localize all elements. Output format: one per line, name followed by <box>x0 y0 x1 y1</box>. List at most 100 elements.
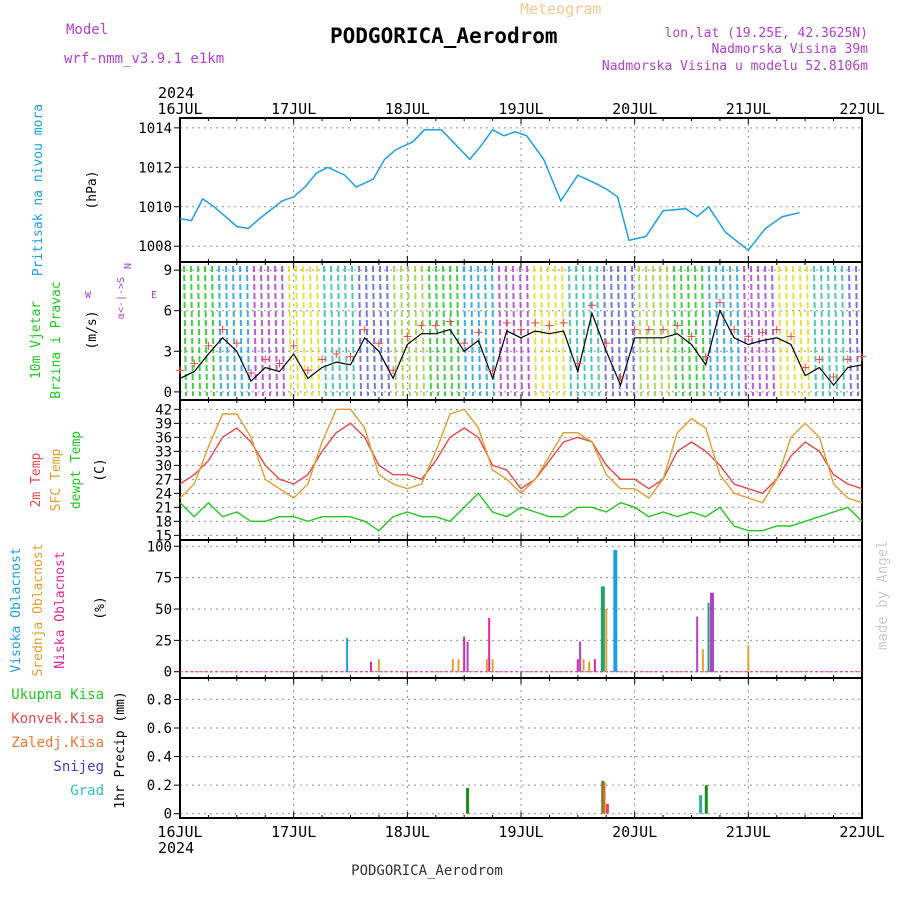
cloud-panel: 0 25 50 75 100 Visoka Oblacnost Srednja Oblacn… <box>9 539 863 681</box>
cloud-bar <box>485 659 488 672</box>
panels: 1008 1010 1012 1014 Pritisak na nivou mora (h… <box>9 104 866 823</box>
wind-barb <box>589 265 593 397</box>
wind-barb <box>484 265 488 397</box>
date-tick-label: 18JUL <box>385 100 430 118</box>
cloud-bar <box>709 592 714 672</box>
temp-sfc-line <box>179 408 863 504</box>
y-tick-label: 1012 <box>138 160 172 176</box>
cloud-bar <box>491 659 494 672</box>
y-tick-label: 15 <box>155 528 172 544</box>
wind-barb <box>764 265 768 397</box>
wind-barb <box>190 265 194 397</box>
date-labels-bottom: 16JUL 17JUL 18JUL 19JUL 20JUL 21JUL 22JUL <box>157 823 884 841</box>
date-tick-label: 19JUL <box>498 823 543 841</box>
wind-barb <box>638 265 642 397</box>
wind-barb <box>330 265 334 397</box>
wind-speed-line <box>179 309 863 387</box>
date-tick-label: 22JUL <box>839 100 884 118</box>
wind-barb <box>715 265 719 397</box>
y-tick-label: 0.6 <box>147 721 172 737</box>
wind-barb <box>701 265 705 397</box>
model-version: wrf-nmm_v3.9.1 e1km <box>64 51 224 67</box>
wind-barb <box>386 265 390 397</box>
meteogram-label: Meteogram <box>520 0 601 18</box>
year-top: 2024 <box>158 84 194 102</box>
cloud-bar <box>369 661 372 672</box>
wind-barb <box>855 265 859 397</box>
wind-barb <box>351 265 355 397</box>
wind-barb <box>512 265 516 397</box>
wind-barb <box>743 265 747 397</box>
wind-barb <box>239 265 243 397</box>
wind-barb <box>757 265 761 397</box>
precip-bar <box>704 785 708 814</box>
cloud-bar <box>588 661 591 672</box>
wind-axis-label-2: Brzina i Pravac <box>49 281 64 398</box>
pressure-panel: 1008 1010 1012 1014 Pritisak na nivou mora (h… <box>31 104 863 276</box>
wind-barb <box>323 265 327 397</box>
wind-barb <box>267 265 271 397</box>
wind-barb <box>645 265 649 397</box>
wind-barb <box>834 265 838 397</box>
wind-barb <box>771 265 775 397</box>
wind-barb <box>372 265 376 397</box>
y-tick-label: 0 <box>164 385 172 401</box>
cloud-bar <box>579 641 582 672</box>
wind-barb <box>554 265 558 397</box>
wind-barb <box>666 265 670 397</box>
wind-barb <box>344 265 348 397</box>
pressure-unit-label: (hPa) <box>85 170 100 209</box>
dewpt-line <box>179 492 863 532</box>
wind-barb <box>414 265 418 397</box>
wind-barb <box>337 265 341 397</box>
cloud-bar <box>593 659 596 672</box>
y-tick-label: 21 <box>155 500 172 516</box>
wind-panel: 0 3 6 9 10m Vjetar Brzina i Pravac (m/s) N E W α<-… <box>29 261 866 401</box>
precip-legend-item: Snijeg <box>53 759 104 775</box>
cloud-bar <box>451 659 454 672</box>
y-tick-label: 100 <box>147 539 172 555</box>
wind-barb <box>631 265 635 397</box>
precip-legend-item: Zaledj.Kisa <box>11 735 104 751</box>
wind-barb <box>694 265 698 397</box>
cloud-high-label: Visoka Oblacnost <box>9 547 24 672</box>
wind-barb <box>197 265 201 397</box>
y-tick-label: 18 <box>155 514 172 530</box>
y-tick-label: 75 <box>155 571 172 587</box>
wind-barb <box>708 265 712 397</box>
date-tick-label: 21JUL <box>726 100 771 118</box>
date-labels-top: 16JUL 17JUL 18JUL 19JUL 20JUL 21JUL 22JUL <box>157 100 884 118</box>
y-tick-label: 0.4 <box>147 750 172 766</box>
cloud-bar <box>346 637 349 672</box>
wind-barb <box>652 265 656 397</box>
wind-axis-label: 10m Vjetar <box>29 301 44 379</box>
cloud-bar <box>457 659 460 672</box>
wind-barb <box>540 265 544 397</box>
date-tick-label: 16JUL <box>157 823 202 841</box>
wind-barb <box>246 265 250 397</box>
cloud-bar <box>463 636 466 672</box>
cloud-bar <box>707 602 710 672</box>
wind-barb <box>253 265 257 397</box>
wind-barb <box>722 265 726 397</box>
precip-panel: 0 0.2 0.4 0.6 0.8 1hr Precip (mm) <box>113 677 863 823</box>
y-tick-label: 30 <box>155 458 172 474</box>
cloud-bar <box>613 550 618 672</box>
precip-unit-label: 1hr Precip (mm) <box>113 691 128 808</box>
precip-bar <box>605 803 609 814</box>
wind-barb <box>526 265 530 397</box>
y-tick-label: 25 <box>155 633 172 649</box>
wind-barb <box>309 265 313 397</box>
y-tick-label: 6 <box>164 304 172 320</box>
compass-label: α<-|->S <box>116 277 127 319</box>
temp-axis-label-2: SFC Temp <box>49 449 64 512</box>
wind-barb <box>750 265 754 397</box>
wind-barb <box>820 265 824 397</box>
wind-barb <box>659 265 663 397</box>
wind-barb <box>274 265 278 397</box>
date-tick-label: 17JUL <box>271 823 316 841</box>
y-tick-label: 3 <box>164 344 172 360</box>
cloud-low-label: Niska Oblacnost <box>53 551 68 668</box>
wind-barb <box>400 265 404 397</box>
